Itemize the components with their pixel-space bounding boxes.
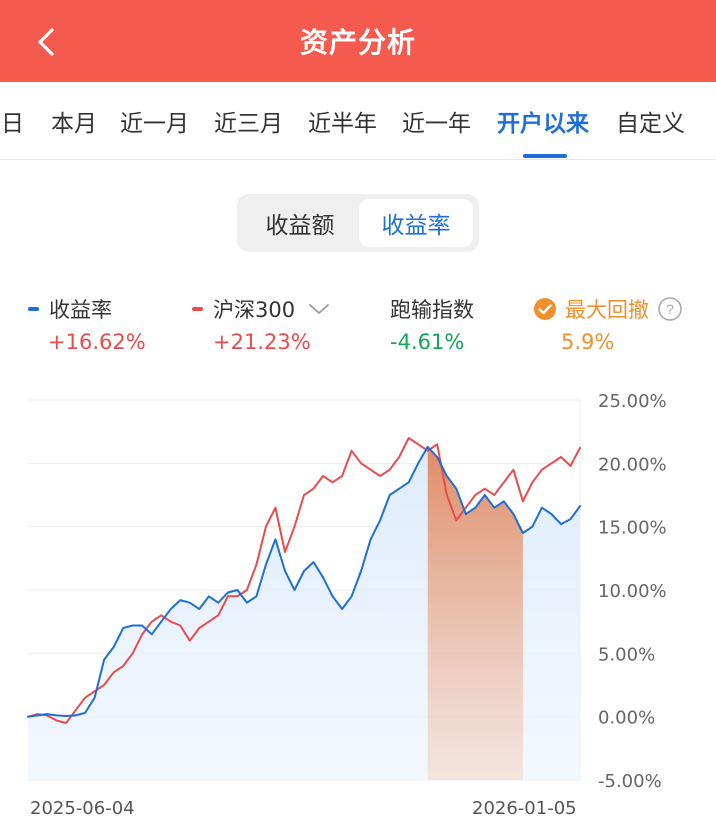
app-header: 资产分析 <box>0 0 716 82</box>
legend-return-label: 收益率 <box>49 298 112 322</box>
tab-last-three-months[interactable]: 近三月 <box>214 111 283 137</box>
segment-return-rate[interactable]: 收益率 <box>359 199 473 247</box>
segment-profit-amount[interactable]: 收益额 <box>265 213 335 239</box>
tab-this-month[interactable]: 本月 <box>51 111 97 137</box>
question-circle-icon[interactable]: ? <box>657 296 683 322</box>
y-tick-label: 25.00% <box>598 391 667 412</box>
legend-return[interactable]: 收益率 +16.62% <box>28 294 168 366</box>
max-drawdown-region <box>427 446 523 780</box>
tab-custom[interactable]: 自定义 <box>616 111 685 137</box>
legend-drawdown-value: 5.9% <box>561 330 615 354</box>
chevron-down-icon[interactable] <box>307 300 331 318</box>
legend-excess-value: -4.61% <box>390 330 465 354</box>
tab-last-half-year[interactable]: 近半年 <box>308 111 377 137</box>
red-dash-icon <box>192 307 203 311</box>
svg-text:?: ? <box>666 301 674 317</box>
tab-last-month[interactable]: 近一月 <box>120 111 189 137</box>
tab-since-opening[interactable]: 开户以来 <box>497 111 589 137</box>
page-title: 资产分析 <box>299 26 416 59</box>
back-button[interactable] <box>28 22 68 62</box>
legend-return-value: +16.62% <box>48 330 146 354</box>
check-circle-icon[interactable] <box>533 297 557 321</box>
x-end-date: 2026-01-05 <box>472 798 577 819</box>
blue-dash-icon <box>28 307 39 311</box>
period-tabs: 今日 本月 近一月 近三月 近半年 近一年 开户以来 自定义 <box>0 82 716 160</box>
legend-benchmark[interactable]: 沪深300 +21.23% <box>192 294 342 366</box>
benchmark-series-line <box>27 437 581 724</box>
return-chart[interactable]: 25.00% 20.00% 15.00% 10.00% 5.00% 0.00% -5.00% <box>0 380 716 840</box>
legend-excess-label: 跑输指数 <box>390 298 474 322</box>
y-tick-label: 10.00% <box>598 581 667 602</box>
y-tick-label: -5.00% <box>598 771 662 792</box>
tab-last-year[interactable]: 近一年 <box>402 111 471 137</box>
tab-today[interactable]: 今日 <box>0 111 24 137</box>
y-tick-label: 5.00% <box>598 644 655 665</box>
x-start-date: 2025-06-04 <box>30 798 135 819</box>
legend-benchmark-label: 沪深300 <box>213 298 296 322</box>
legend-drawdown-label: 最大回撤 <box>565 298 649 322</box>
legend-excess: 跑输指数 -4.61% <box>390 294 500 366</box>
legend-max-drawdown[interactable]: 最大回撤 ? 5.9% <box>533 294 693 366</box>
active-tab-indicator <box>523 154 567 158</box>
metric-segment-control: 收益额 收益率 <box>237 194 479 252</box>
return-series-line <box>27 445 581 718</box>
y-tick-label: 0.00% <box>598 708 655 729</box>
y-tick-label: 20.00% <box>598 454 667 475</box>
chevron-left-icon <box>38 28 54 56</box>
y-tick-label: 15.00% <box>598 518 667 539</box>
legend-benchmark-value: +21.23% <box>213 330 311 354</box>
